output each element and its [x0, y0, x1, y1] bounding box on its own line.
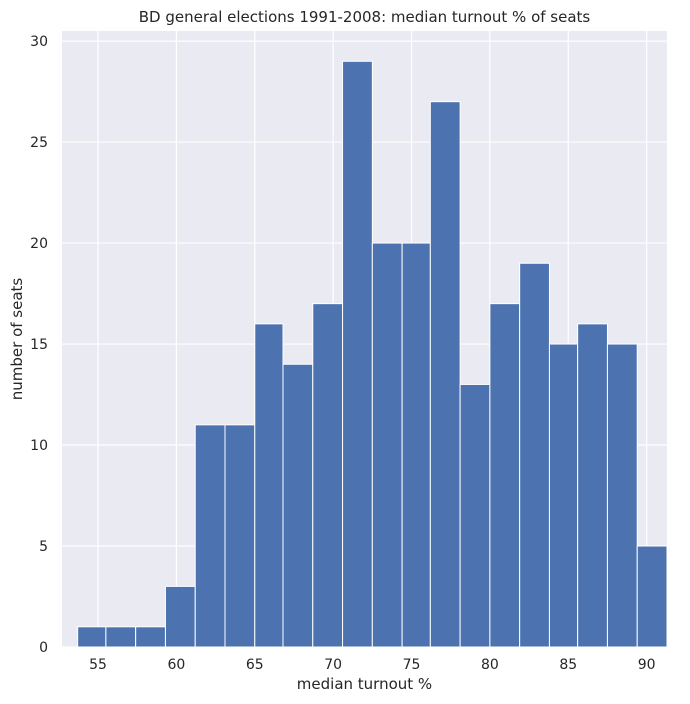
y-tick-label: 0	[39, 640, 48, 656]
y-tick-label: 30	[30, 34, 48, 50]
x-tick-label: 55	[89, 657, 107, 673]
y-tick-label: 10	[30, 438, 48, 454]
histogram-bar	[519, 262, 550, 648]
x-axis-ticks: 55 60 65 70 75 80 85 90	[89, 657, 655, 673]
x-tick-label: 80	[481, 657, 499, 673]
histogram-bar	[577, 323, 608, 648]
histogram-bar	[254, 323, 284, 648]
histogram-bar	[105, 626, 137, 648]
histogram-bar	[282, 363, 314, 648]
x-tick-label: 60	[168, 657, 186, 673]
y-axis-label: number of seats	[8, 278, 26, 401]
histogram-bar	[548, 343, 579, 648]
x-tick-label: 75	[403, 657, 421, 673]
x-tick-label: 85	[559, 657, 577, 673]
histogram-bars	[77, 60, 668, 648]
x-tick-label: 90	[638, 657, 656, 673]
x-tick-label: 65	[246, 657, 264, 673]
y-tick-label: 25	[30, 135, 48, 151]
y-axis-ticks: 0 5 10 15 20 25 30	[30, 34, 48, 656]
histogram-bar	[312, 303, 344, 648]
histogram-bar	[224, 424, 256, 648]
histogram-bar	[342, 60, 373, 648]
histogram-bar	[164, 585, 196, 648]
histogram-bar	[194, 424, 226, 648]
histogram-bar	[429, 101, 461, 648]
histogram-bar	[606, 343, 638, 648]
x-tick-label: 70	[324, 657, 342, 673]
histogram-bar	[135, 626, 166, 648]
histogram-bar	[77, 626, 107, 648]
histogram-bar	[401, 242, 431, 648]
chart-title: BD general elections 1991-2008: median t…	[139, 8, 591, 26]
x-axis-label: median turnout %	[297, 675, 432, 693]
y-tick-label: 20	[30, 236, 48, 252]
y-tick-label: 15	[30, 337, 48, 353]
y-tick-label: 5	[39, 539, 48, 555]
histogram-bar	[459, 383, 491, 648]
histogram-bar	[371, 242, 403, 648]
histogram-bar	[636, 545, 668, 648]
histogram-bar	[489, 303, 521, 648]
